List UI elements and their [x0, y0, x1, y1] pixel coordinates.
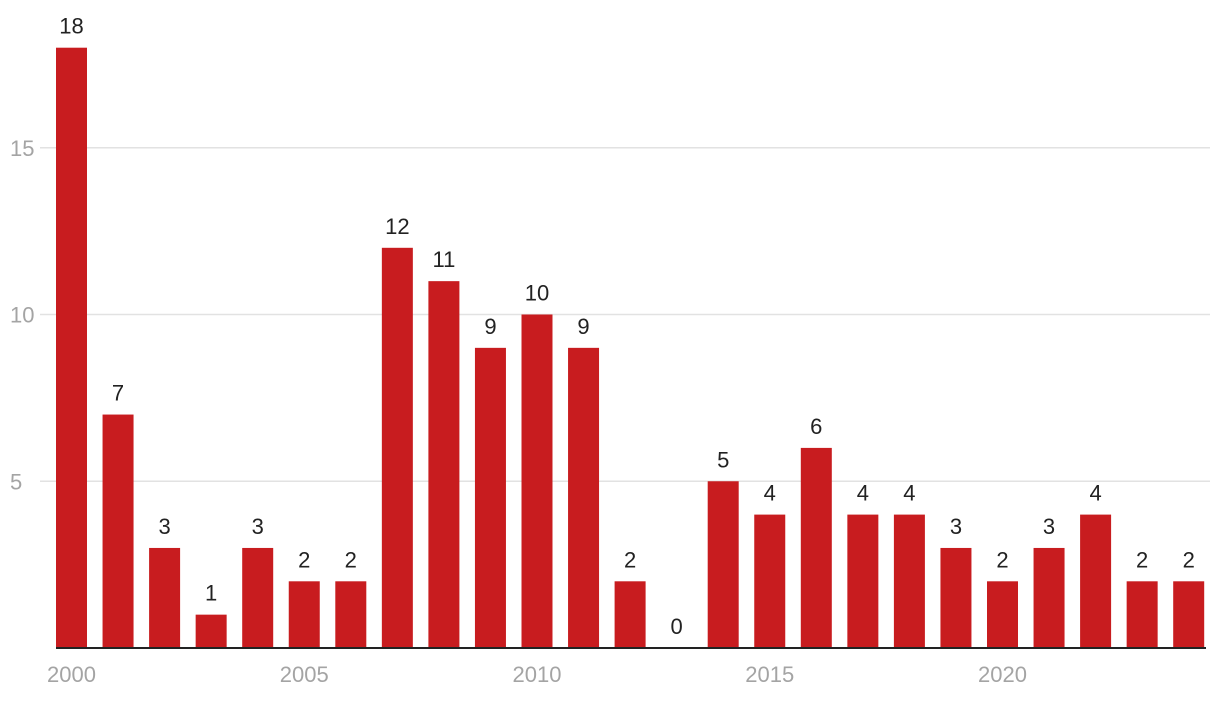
- data-label-2008: 11: [432, 247, 455, 272]
- bar-2008: [428, 281, 460, 648]
- data-label-2017: 4: [857, 481, 869, 506]
- bar-2012: [614, 581, 646, 648]
- bar-2023: [1126, 581, 1158, 648]
- x-tick-label-2000: 2000: [47, 662, 96, 687]
- bar-2020: [987, 581, 1018, 648]
- bar-2000: [56, 47, 87, 648]
- bar-2009: [474, 347, 506, 648]
- y-axis-tick-labels: 5 10 15: [10, 136, 34, 495]
- y-tick-label-10: 10: [10, 303, 34, 328]
- bar-2010: [521, 314, 553, 648]
- bar-2014: [707, 481, 739, 648]
- data-label-2005: 2: [298, 547, 310, 572]
- bar-2022: [1080, 514, 1112, 648]
- bar-2016: [800, 447, 832, 648]
- data-label-2010: 10: [525, 281, 549, 306]
- data-label-2001: 7: [112, 381, 124, 406]
- bar-2017: [847, 514, 879, 648]
- x-tick-label-2005: 2005: [280, 662, 329, 687]
- bar-2004: [242, 547, 274, 648]
- bar-2006: [335, 581, 367, 648]
- data-label-2022: 4: [1089, 481, 1101, 506]
- bar-2021: [1033, 547, 1065, 648]
- data-label-2015: 4: [764, 481, 776, 506]
- data-label-2020: 2: [996, 547, 1008, 572]
- data-label-2000: 18: [59, 14, 83, 39]
- data-label-2019: 3: [950, 514, 962, 539]
- x-tick-label-2010: 2010: [513, 662, 562, 687]
- data-label-2003: 1: [205, 581, 217, 606]
- bar-2024: [1173, 581, 1205, 648]
- gridlines: [40, 147, 1210, 482]
- bar-2015: [754, 514, 786, 648]
- bar-2002: [149, 547, 181, 648]
- data-labels: 18 7 3 1 3 2 2 12 11 9 10 9 2 0 5 4 6 4 4 3 2 3 4 2 2: [59, 14, 1195, 639]
- data-label-2014: 5: [717, 447, 729, 472]
- data-label-2016: 6: [810, 414, 822, 439]
- y-tick-label-5: 5: [10, 469, 22, 494]
- data-label-2009: 9: [484, 314, 496, 339]
- bar-2019: [940, 547, 972, 648]
- bar-2003: [195, 614, 227, 648]
- data-label-2023: 2: [1136, 547, 1148, 572]
- bar-2011: [568, 347, 600, 648]
- data-label-2002: 3: [158, 514, 170, 539]
- bar-2018: [893, 514, 925, 648]
- data-label-2012: 2: [624, 547, 636, 572]
- x-tick-label-2020: 2020: [978, 662, 1027, 687]
- data-label-2007: 12: [385, 214, 409, 239]
- data-label-2021: 3: [1043, 514, 1055, 539]
- data-label-2006: 2: [345, 547, 357, 572]
- y-tick-label-15: 15: [10, 136, 34, 161]
- bar-2005: [288, 581, 320, 648]
- data-label-2004: 3: [252, 514, 264, 539]
- data-label-2018: 4: [903, 481, 915, 506]
- data-label-2024: 2: [1183, 547, 1195, 572]
- bar-2001: [102, 414, 134, 648]
- bars: [56, 47, 1205, 649]
- bar-2007: [381, 247, 413, 649]
- data-label-2011: 9: [577, 314, 589, 339]
- x-axis-tick-labels: 2000 2005 2010 2015 2020: [47, 662, 1027, 687]
- data-label-2013: 0: [671, 614, 683, 639]
- x-tick-label-2015: 2015: [745, 662, 794, 687]
